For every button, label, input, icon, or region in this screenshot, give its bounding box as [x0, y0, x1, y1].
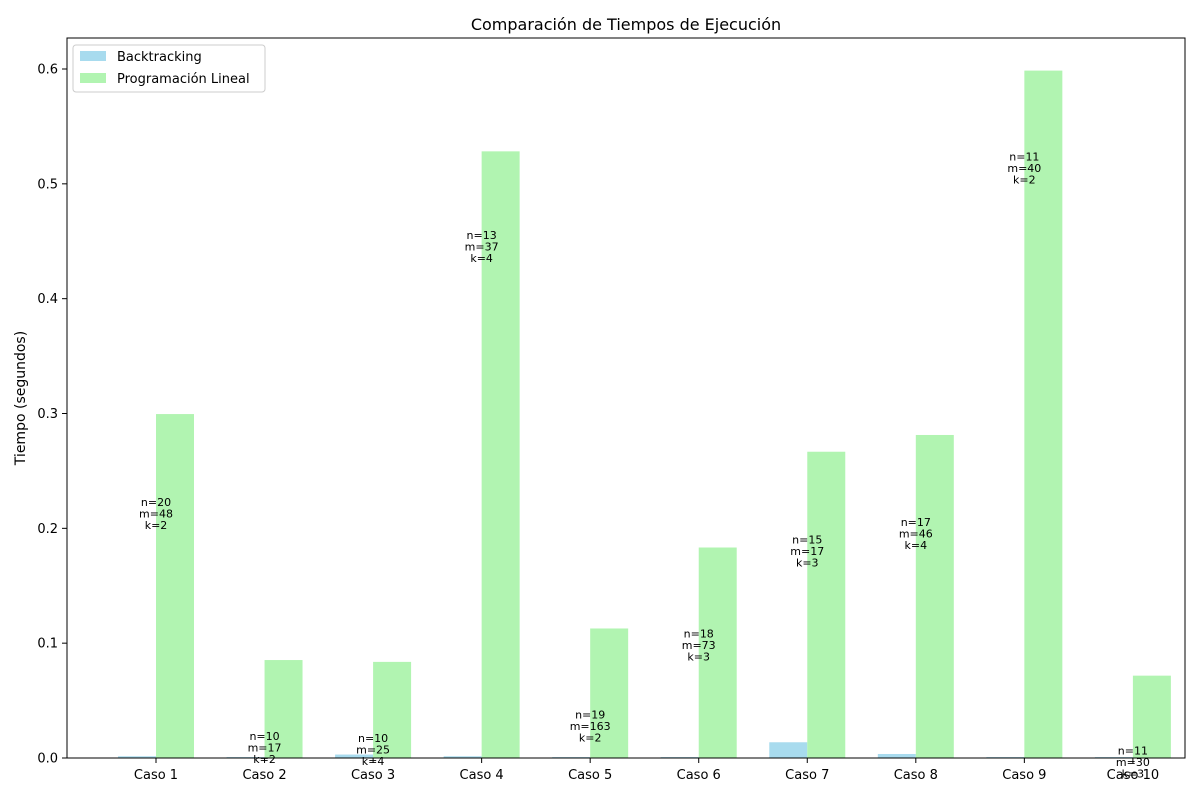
y-axis-label: Tiempo (segundos) [13, 331, 29, 466]
bar-programacion-lineal-caso-8 [915, 434, 954, 758]
x-tick-label-caso-6: Caso 6 [677, 768, 721, 783]
annotation-line: n=17 [901, 516, 931, 529]
x-axis-ticks: Caso 1 Caso 2 Caso 3 Caso 4 Caso 5 Caso 6 Caso… [134, 758, 1159, 783]
annotation-line: n=10 [358, 732, 388, 745]
annotation-line: n=13 [467, 229, 497, 242]
bar-programacion-lineal-caso-1 [156, 414, 194, 758]
bar-programacion-lineal-caso-2 [264, 660, 303, 758]
x-tick-label-caso-4: Caso 4 [460, 768, 504, 783]
annotation-line: m=46 [899, 528, 933, 541]
bar-backtracking-caso-1 [118, 756, 157, 758]
annotation-caso-5: n=19 m=163 k=2 [570, 708, 611, 744]
legend-swatch-programacion-lineal [80, 73, 106, 83]
annotation-line: k=2 [145, 519, 168, 532]
y-tick-label-0-6: 0.6 [37, 63, 58, 78]
annotation-line: m=73 [682, 639, 716, 652]
plot-frame [66, 37, 1186, 759]
x-tick-label-caso-8: Caso 8 [894, 768, 938, 783]
annotation-line: m=40 [1007, 162, 1041, 175]
x-tick-label-caso-3: Caso 3 [351, 768, 395, 783]
bar-programacion-lineal-caso-9 [1024, 70, 1063, 759]
annotation-caso-4: n=13 m=37 k=4 [465, 229, 499, 265]
annotation-caso-7: n=15 m=17 k=3 [790, 533, 824, 569]
x-tick-label-caso-10: Caso 10 [1107, 768, 1159, 783]
y-tick-label-0-3: 0.3 [37, 407, 58, 422]
x-tick-label-caso-9: Caso 9 [1002, 768, 1046, 783]
bar-backtracking-caso-4 [443, 756, 482, 758]
annotation-caso-6: n=18 m=73 k=3 [682, 627, 716, 663]
annotation-caso-3: n=10 m=25 k=4 [356, 732, 390, 768]
annotations-group: n=20 m=48 k=2n=10 m=17 k=2n=10 m=25 k=4n=13 m=3… [139, 150, 1150, 780]
legend-label-backtracking: Backtracking [117, 50, 202, 65]
y-tick-label-0-0: 0.0 [37, 752, 58, 767]
annotation-line: m=25 [356, 744, 390, 757]
annotation-caso-9: n=11 m=40 k=2 [1007, 150, 1041, 186]
legend: Backtracking Programación Lineal [72, 44, 266, 93]
bar-programacion-lineal-caso-10 [1132, 675, 1171, 758]
annotation-caso-1: n=20 m=48 k=2 [139, 496, 173, 532]
annotation-line: m=163 [570, 720, 611, 733]
bars-group [118, 70, 1171, 759]
annotation-line: m=17 [790, 545, 824, 558]
chart-title: Comparación de Tiempos de Ejecución [471, 15, 781, 34]
y-tick-label-0-2: 0.2 [37, 522, 58, 537]
y-tick-label-0-4: 0.4 [37, 292, 58, 307]
annotation-line: m=37 [465, 241, 499, 254]
x-tick-label-caso-2: Caso 2 [242, 768, 286, 783]
y-axis-ticks: 0.0 0.1 0.2 0.3 0.4 0.5 0.6 [37, 63, 67, 767]
annotation-line: n=15 [792, 533, 822, 546]
x-tick-label-caso-7: Caso 7 [785, 768, 829, 783]
y-tick-label-0-5: 0.5 [37, 177, 58, 192]
annotation-line: m=48 [139, 507, 173, 520]
annotation-line: n=11 [1118, 745, 1148, 758]
annotation-line: m=17 [248, 741, 282, 754]
x-tick-label-caso-5: Caso 5 [568, 768, 612, 783]
annotation-line: n=19 [575, 708, 605, 721]
annotation-line: k=3 [687, 650, 710, 663]
bar-programacion-lineal-caso-6 [698, 547, 737, 758]
legend-swatch-backtracking [80, 51, 106, 61]
bar-programacion-lineal-caso-7 [807, 451, 846, 758]
annotation-line: k=2 [579, 731, 602, 744]
bar-backtracking-caso-7 [769, 742, 808, 758]
legend-box [72, 44, 266, 93]
annotation-line: n=10 [249, 730, 279, 743]
annotation-caso-10: n=11 m=30 k=3 [1116, 745, 1150, 781]
bar-programacion-lineal-caso-5 [590, 628, 629, 758]
bar-programacion-lineal-caso-3 [373, 661, 412, 758]
legend-label-programacion-lineal: Programación Lineal [117, 72, 250, 87]
x-tick-label-caso-1: Caso 1 [134, 768, 178, 783]
annotation-line: n=11 [1009, 150, 1039, 163]
bar-programacion-lineal-caso-4 [481, 151, 520, 758]
annotation-line: k=4 [470, 252, 493, 265]
annotation-caso-8: n=17 m=46 k=4 [899, 516, 933, 552]
annotation-line: k=3 [796, 556, 819, 569]
annotation-line: k=4 [905, 539, 928, 552]
bar-backtracking-caso-8 [877, 753, 916, 758]
y-tick-label-0-1: 0.1 [37, 637, 58, 652]
annotation-line: k=3 [1122, 768, 1145, 781]
bar-backtracking-caso-3 [335, 754, 374, 758]
annotation-line: n=20 [141, 496, 171, 509]
annotation-line: n=18 [684, 627, 714, 640]
annotation-line: k=2 [1013, 173, 1036, 186]
